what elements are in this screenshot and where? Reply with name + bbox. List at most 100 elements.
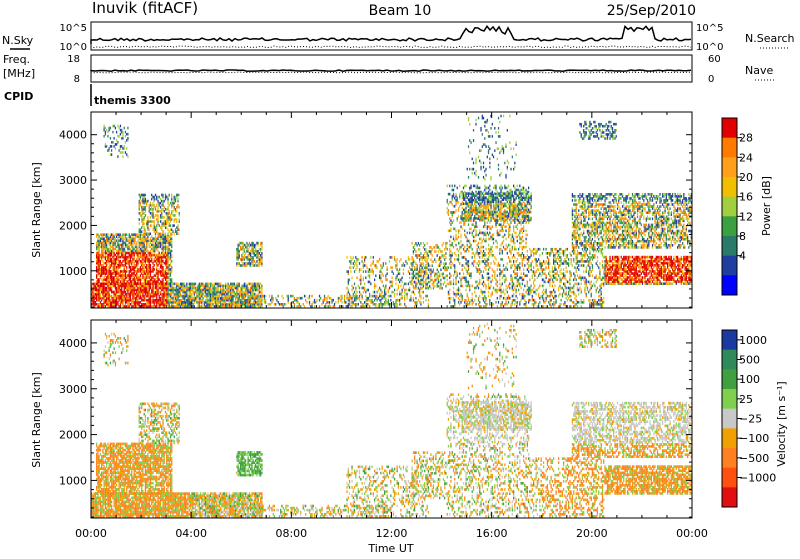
heatmap-cell — [207, 282, 209, 286]
heatmap-cell — [449, 262, 451, 265]
heatmap-cell — [258, 305, 261, 308]
heatmap-cell — [479, 256, 481, 259]
heatmap-cell — [255, 288, 257, 292]
heatmap-cell — [511, 235, 513, 239]
heatmap-cell — [300, 305, 302, 308]
heatmap-cell — [97, 253, 99, 257]
heatmap-cell — [149, 255, 152, 259]
heatmap-cell — [470, 192, 472, 196]
heatmap-cell — [439, 272, 441, 276]
heatmap-cell — [113, 270, 115, 273]
heatmap-cell — [293, 298, 296, 302]
heatmap-cell — [112, 251, 114, 255]
heatmap-cell — [152, 195, 154, 199]
heatmap-cell — [477, 298, 480, 302]
heatmap-cell — [166, 305, 168, 308]
heatmap-cell — [396, 258, 398, 261]
heatmap-cell — [258, 294, 261, 298]
heatmap-cell — [465, 288, 467, 292]
heatmap-cell — [166, 226, 168, 229]
heatmap-cell — [404, 296, 406, 300]
heatmap-cell — [455, 254, 457, 257]
heatmap-cell — [243, 303, 246, 306]
heatmap-cell — [449, 252, 451, 255]
heatmap-cell — [107, 296, 109, 300]
heatmap-cell — [146, 220, 148, 223]
heatmap-cell — [499, 272, 501, 276]
heatmap-cell — [486, 264, 488, 267]
heatmap-cell — [218, 284, 220, 288]
heatmap-cell — [401, 264, 403, 267]
heatmap-cell — [422, 276, 425, 280]
heatmap-cell — [431, 254, 433, 257]
heatmap-cell — [287, 298, 289, 302]
heatmap-cell — [169, 272, 172, 275]
heatmap-cell — [240, 247, 242, 251]
heatmap-cell — [237, 249, 239, 253]
heatmap-cell — [106, 296, 108, 300]
heatmap-cell — [176, 210, 178, 213]
heatmap-cell — [143, 288, 145, 292]
heatmap-cell — [256, 296, 258, 300]
heatmap-cell — [164, 272, 167, 275]
heatmap-cell — [102, 294, 104, 298]
heatmap-cell — [258, 290, 261, 294]
heatmap-cell — [131, 274, 133, 277]
heatmap-cell — [421, 256, 423, 259]
heatmap-cell — [240, 286, 242, 290]
heatmap-cell — [144, 199, 147, 203]
heatmap-cell — [164, 259, 167, 263]
heatmap-cell — [123, 255, 125, 259]
heatmap-cell — [459, 194, 461, 198]
heatmap-cell — [247, 288, 249, 292]
heatmap-cell — [465, 219, 467, 222]
heatmap-cell — [227, 294, 229, 298]
heatmap-cell — [502, 221, 505, 224]
heatmap-cell — [162, 286, 164, 290]
heatmap-cell — [124, 243, 127, 247]
heatmap-cell — [123, 264, 125, 267]
heatmap-cell — [118, 249, 120, 253]
heatmap-cell — [168, 212, 170, 215]
heatmap-cell — [102, 253, 104, 257]
heatmap-cell — [213, 286, 215, 290]
heatmap-cell — [217, 290, 219, 294]
heatmap-cell — [128, 301, 130, 304]
heatmap-cell — [144, 245, 147, 249]
heatmap-cell — [109, 253, 112, 257]
heatmap-cell — [420, 303, 422, 306]
heatmap-cell — [153, 203, 155, 207]
heatmap-cell — [176, 284, 178, 288]
heatmap-cell — [201, 303, 203, 306]
heatmap-cell — [452, 290, 455, 294]
heatmap-cell — [516, 274, 518, 278]
heatmap-cell — [439, 248, 441, 251]
heatmap-cell — [241, 245, 243, 249]
heatmap-cell — [142, 239, 144, 243]
heatmap-cell — [436, 246, 438, 249]
heatmap-cell — [144, 270, 147, 273]
heatmap-cell — [144, 235, 147, 239]
heatmap-cell — [154, 284, 157, 288]
heatmap-cell — [414, 301, 416, 304]
heatmap-cell — [147, 276, 149, 279]
heatmap-cell — [136, 266, 138, 269]
heatmap-cell — [117, 237, 119, 241]
heatmap-cell — [492, 192, 495, 196]
heatmap-cell — [261, 305, 263, 308]
heatmap-cell — [233, 286, 235, 290]
heatmap-cell — [168, 276, 170, 279]
heatmap-cell — [223, 305, 225, 308]
heatmap-cell — [147, 222, 149, 225]
heatmap-cell — [417, 290, 420, 294]
heatmap-cell — [365, 276, 367, 280]
heatmap-cell — [303, 305, 306, 308]
heatmap-cell — [445, 268, 447, 272]
heatmap-cell — [217, 303, 219, 306]
heatmap-cell — [213, 298, 215, 302]
heatmap-cell — [414, 268, 416, 272]
heatmap-cell — [514, 298, 516, 302]
heatmap-cell — [99, 261, 102, 265]
heatmap-cell — [491, 245, 493, 249]
heatmap-cell — [161, 296, 163, 300]
